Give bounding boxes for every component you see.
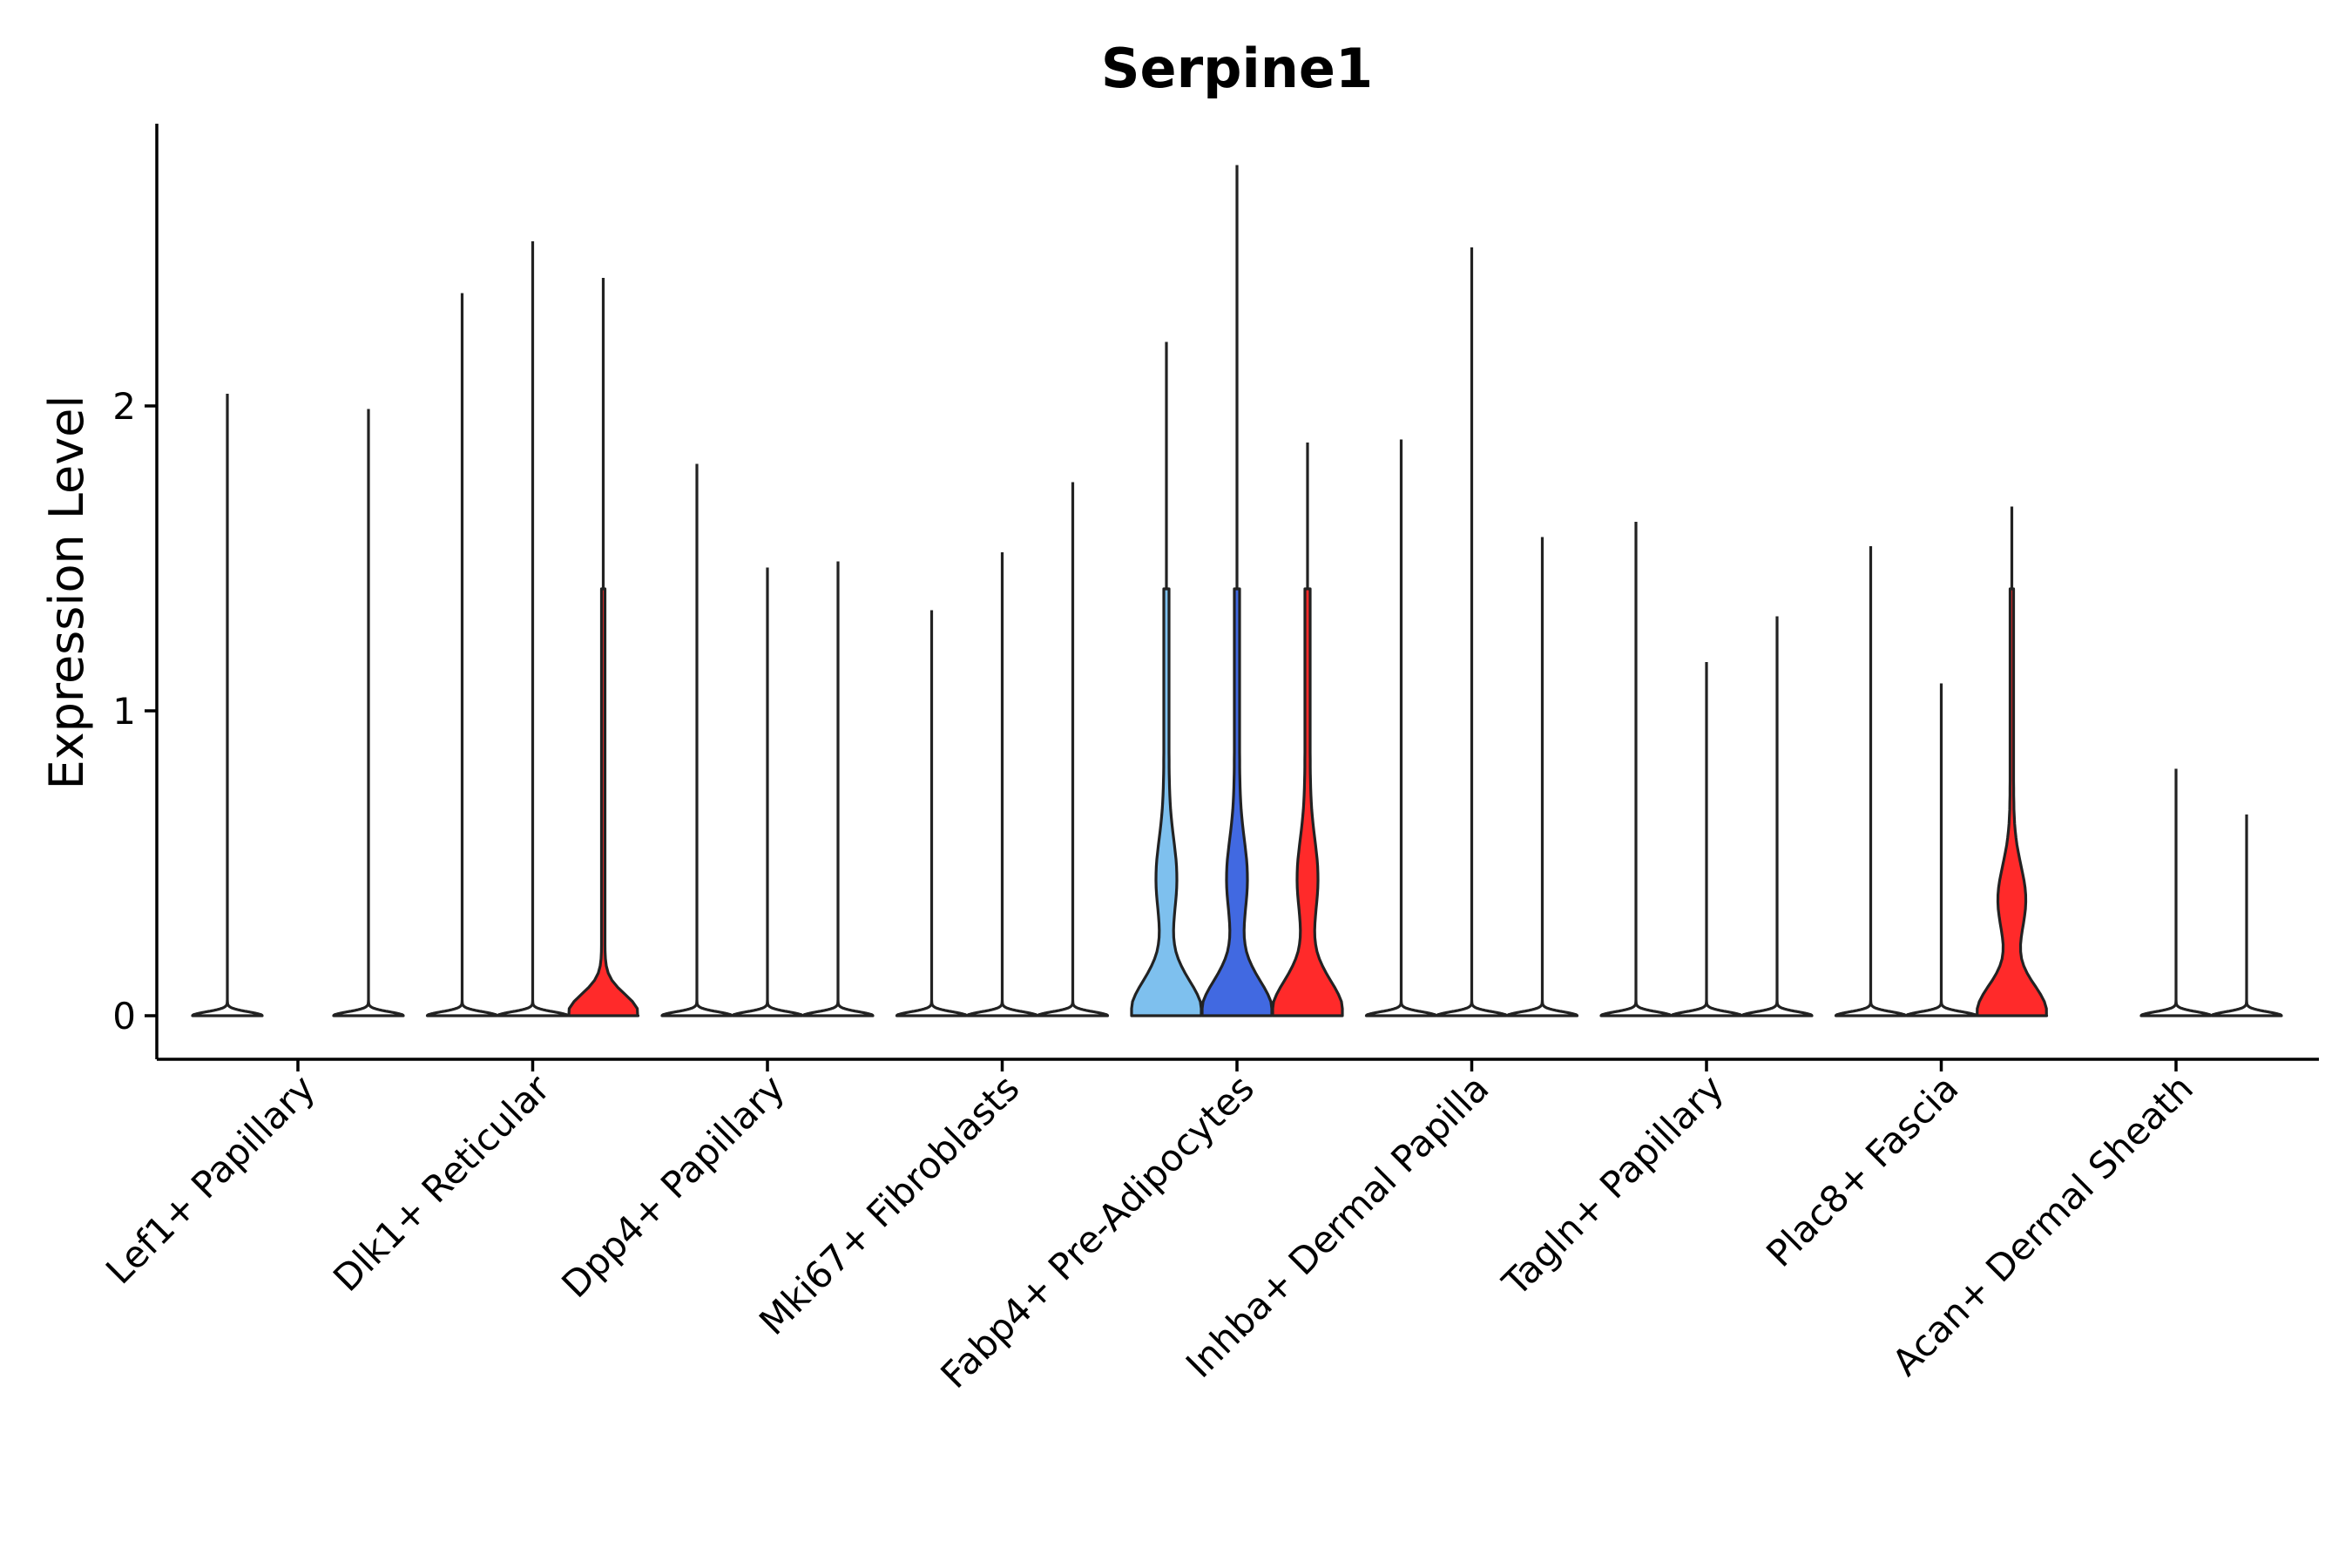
violin-body	[1036, 998, 1110, 1017]
violin	[1435, 247, 1509, 1017]
y-tick-label: 0	[112, 995, 136, 1037]
x-tick-label: Dpp4+ Papillary	[553, 1066, 793, 1306]
chart-title: Serpine1	[1101, 37, 1373, 100]
y-axis-label: Expression Level	[39, 395, 94, 790]
x-tick-label: Lef1+ Papillary	[98, 1066, 323, 1292]
y-ticks-group: 0 1 2	[112, 385, 157, 1037]
violin-body	[332, 998, 405, 1017]
violin	[1505, 537, 1579, 1017]
violin-body	[1904, 998, 1978, 1017]
y-tick-label: 2	[112, 385, 136, 428]
violin-body	[965, 998, 1039, 1017]
violin-body	[496, 998, 570, 1017]
violin-body	[1740, 998, 1814, 1017]
violin-body	[1130, 587, 1203, 1017]
violin-body	[660, 998, 733, 1017]
violin	[965, 552, 1039, 1017]
violin	[332, 409, 405, 1017]
violin	[2139, 768, 2213, 1017]
violin	[1200, 165, 1274, 1017]
violin-body	[1834, 998, 1908, 1017]
violin	[2210, 814, 2283, 1017]
violins-group	[191, 165, 2283, 1017]
violin	[1130, 341, 1203, 1017]
violin-body	[425, 998, 499, 1017]
violin	[731, 567, 804, 1017]
violin	[191, 394, 264, 1017]
violin-body	[731, 998, 804, 1017]
violin-body	[2139, 998, 2213, 1017]
x-tick-label: Mki67+ Fibroblasts	[751, 1066, 1027, 1342]
violin-body	[1505, 998, 1579, 1017]
violin-body	[1975, 587, 2049, 1017]
violin-body	[2210, 998, 2283, 1017]
x-tick-label: Dlk1+ Reticular	[325, 1066, 558, 1300]
violin-body	[1599, 998, 1673, 1017]
violin	[566, 278, 640, 1017]
violin	[660, 463, 733, 1017]
violin	[496, 241, 570, 1017]
violin-body	[191, 998, 264, 1017]
violin-body	[1670, 998, 1743, 1017]
violin	[1904, 683, 1978, 1017]
violin	[801, 561, 875, 1017]
violin-body	[1435, 998, 1509, 1017]
violin	[1036, 482, 1110, 1017]
violin	[1975, 506, 2049, 1017]
violin-body	[1271, 587, 1344, 1017]
violin	[1271, 443, 1344, 1017]
x-tick-label: Tagln+ Papillary	[1494, 1066, 1732, 1304]
violin	[1364, 439, 1438, 1017]
violin	[1740, 616, 1814, 1017]
violin	[1834, 546, 1908, 1017]
violin-body	[895, 998, 969, 1017]
violin-body	[801, 998, 875, 1017]
violin	[1599, 522, 1673, 1017]
violin-body	[1200, 587, 1274, 1017]
x-tick-label: Plac8+ Fascia	[1758, 1066, 1966, 1274]
violin	[895, 610, 969, 1017]
y-tick-label: 1	[112, 690, 136, 733]
violin-body	[1364, 998, 1438, 1017]
violin	[425, 293, 499, 1017]
violin-body	[566, 587, 640, 1017]
violin	[1670, 662, 1743, 1017]
